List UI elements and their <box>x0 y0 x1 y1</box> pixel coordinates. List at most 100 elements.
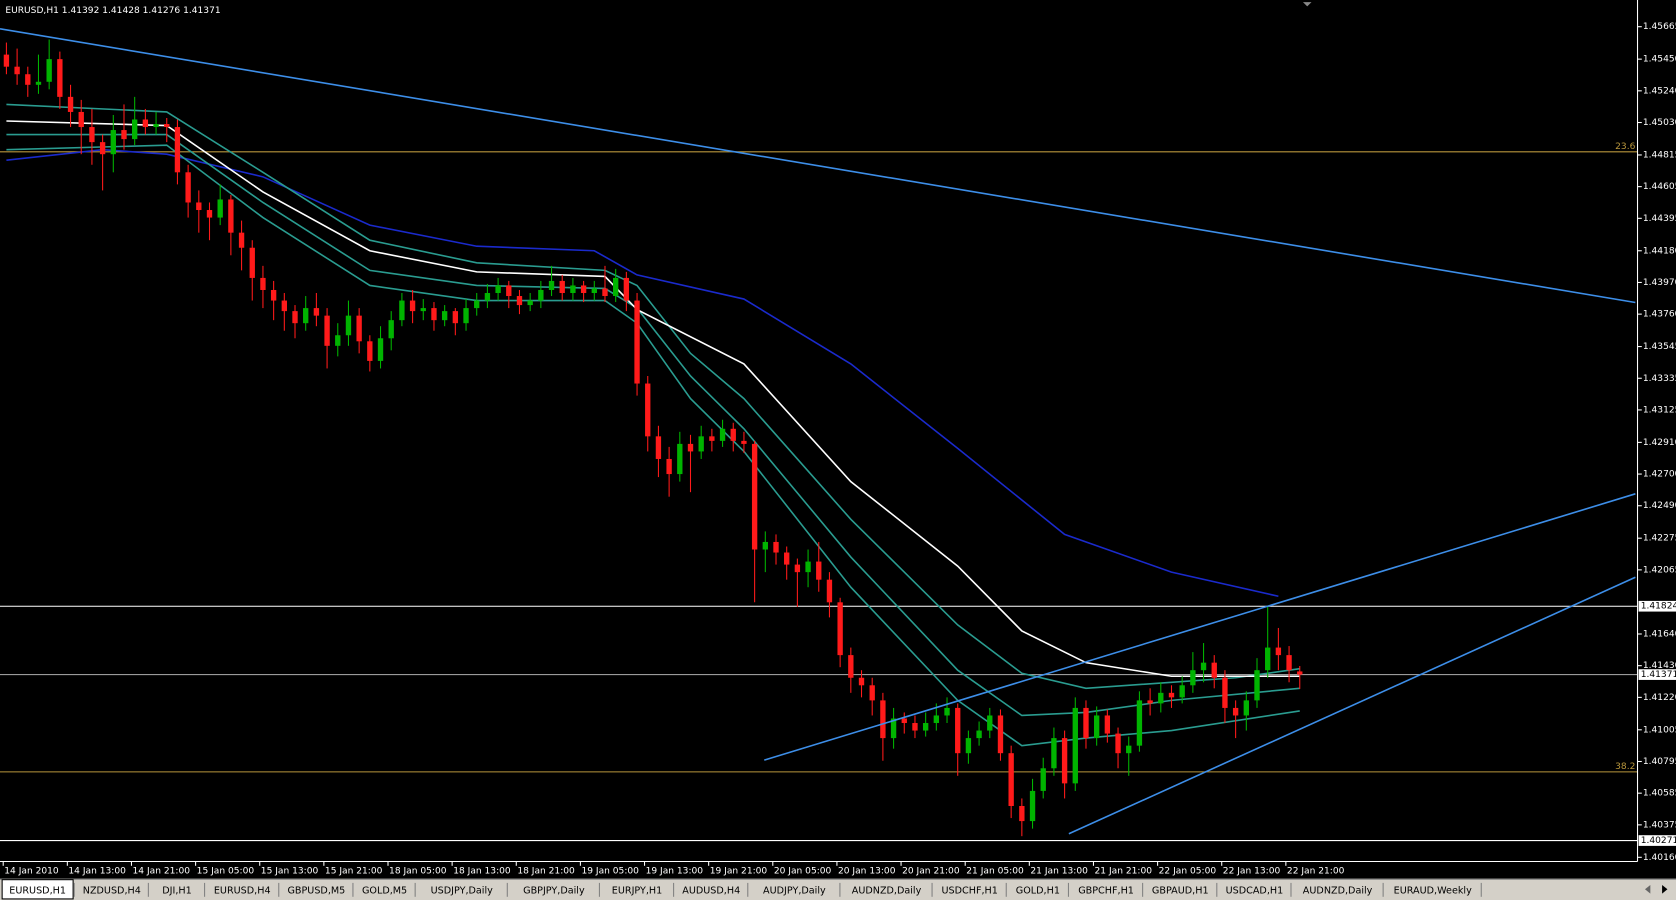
tab-bg[interactable] <box>1218 881 1290 898</box>
tab-label[interactable]: GBPJPY,Daily <box>523 885 585 896</box>
x-tick-label: 15 Jan 13:00 <box>261 867 319 877</box>
candle-body <box>1222 677 1228 708</box>
tab-label[interactable]: EURUSD,H1 <box>9 885 66 896</box>
tab-label[interactable]: AUDJPY,Daily <box>763 885 826 896</box>
tab-bg[interactable] <box>417 881 507 898</box>
tab-bg[interactable] <box>206 881 278 898</box>
candle-body <box>1254 670 1260 701</box>
tab[interactable]: GBPCHF,H1 <box>1070 881 1144 898</box>
tab-label[interactable]: EURUSD,H4 <box>214 885 271 896</box>
tab-bg[interactable] <box>1293 881 1383 898</box>
tab-bg[interactable] <box>280 881 352 898</box>
candle-body <box>1275 647 1282 656</box>
candle-body <box>848 655 854 678</box>
tab-label[interactable]: AUDNZD,Daily <box>852 885 922 896</box>
y-tick-label: 1.44815 <box>1643 150 1676 160</box>
tab[interactable]: USDJPY,Daily <box>417 881 508 898</box>
candle-body <box>1051 738 1057 769</box>
tab-scroll-left[interactable] <box>1645 885 1651 894</box>
tab[interactable]: GBPUSD,M5 <box>280 881 354 898</box>
candle-body <box>965 738 972 754</box>
tab-label[interactable]: EURJPY,H1 <box>612 885 662 896</box>
candle-body <box>944 707 950 716</box>
tab[interactable]: GOLD,H1 <box>1008 881 1069 898</box>
tab[interactable]: GBPAUD,H1 <box>1144 881 1218 898</box>
tab-bg[interactable] <box>934 881 1006 898</box>
candle-body <box>1083 707 1089 739</box>
candle-body <box>1093 715 1100 739</box>
tab-bg[interactable] <box>150 881 204 898</box>
tab[interactable]: AUDJPY,Daily <box>749 881 841 898</box>
tab[interactable]: EURJPY,H1 <box>601 881 675 898</box>
candle-body <box>538 289 544 301</box>
tab[interactable]: GOLD,M5 <box>355 881 416 898</box>
tab-bg[interactable] <box>601 881 673 898</box>
candle-body <box>249 247 255 278</box>
tab-bg[interactable] <box>842 881 931 898</box>
candle-body <box>1211 662 1217 678</box>
tab-label[interactable]: GOLD,M5 <box>362 885 407 896</box>
candle-body <box>506 285 512 297</box>
tab-bg[interactable] <box>1385 881 1481 898</box>
tab-bg[interactable] <box>1070 881 1142 898</box>
x-tick-label: 14 Jan 2010 <box>4 867 59 877</box>
candle-body <box>1158 692 1164 704</box>
candle-body <box>1286 655 1292 671</box>
tab-label[interactable]: DJI,H1 <box>162 885 191 896</box>
tab-label[interactable]: GBPUSD,M5 <box>287 885 345 896</box>
tab-bg[interactable] <box>1144 881 1216 898</box>
tab[interactable]: NZDUSD,H4 <box>76 881 149 898</box>
candle-body <box>794 564 801 573</box>
candle-body <box>345 315 352 336</box>
candle-body <box>922 723 929 731</box>
tab[interactable]: AUDUSD,H4 <box>675 881 749 898</box>
tab-label[interactable]: GBPCHF,H1 <box>1078 885 1134 896</box>
tab-bg[interactable] <box>1008 881 1068 898</box>
tab[interactable]: DJI,H1 <box>150 881 206 898</box>
tab-label[interactable]: USDCHF,H1 <box>941 885 997 896</box>
tab[interactable]: AUDNZD,Daily <box>1293 881 1384 898</box>
tab-bg[interactable] <box>76 881 148 898</box>
tab-label[interactable]: NZDUSD,H4 <box>83 885 141 896</box>
tab-bg[interactable] <box>675 881 747 898</box>
tab-label[interactable]: USDJPY,Daily <box>431 885 494 896</box>
candle-body <box>1179 685 1185 698</box>
tab-label[interactable]: USDCAD,H1 <box>1226 885 1284 896</box>
tab[interactable]: USDCHF,H1 <box>934 881 1007 898</box>
candle-body <box>666 458 672 475</box>
y-tick-label: 1.43970 <box>1643 278 1676 288</box>
price-tag-label: 1.40271 <box>1641 836 1676 846</box>
tab-label[interactable]: GBPAUD,H1 <box>1152 885 1209 896</box>
tab[interactable]: AUDNZD,Daily <box>842 881 933 898</box>
candle-body <box>495 285 501 294</box>
tab[interactable]: GBPJPY,Daily <box>509 881 600 898</box>
y-tick-label: 1.43335 <box>1643 374 1676 384</box>
tab[interactable]: USDCAD,H1 <box>1218 881 1292 898</box>
candle-body <box>580 285 587 294</box>
tab-bg[interactable] <box>509 881 599 898</box>
x-tick-label: 22 Jan 21:00 <box>1287 867 1345 877</box>
tab[interactable]: EURUSD,H1 <box>1 879 75 900</box>
tab-bg[interactable] <box>355 881 415 898</box>
candle-body <box>1061 738 1068 784</box>
tab-label[interactable]: GOLD,H1 <box>1016 885 1060 896</box>
tab-bg[interactable] <box>749 881 839 898</box>
y-tick-label: 1.45240 <box>1643 86 1676 96</box>
candle-body <box>67 96 74 112</box>
tab-scroll-right[interactable] <box>1662 885 1668 894</box>
tab-label[interactable]: AUDUSD,H4 <box>682 885 740 896</box>
candle-body <box>292 311 298 324</box>
tab[interactable]: EURUSD,H4 <box>206 881 280 898</box>
candle-body <box>78 111 84 128</box>
candle-body <box>527 300 533 306</box>
y-tick-label: 1.43545 <box>1643 342 1676 352</box>
tab-label[interactable]: AUDNZD,Daily <box>1303 885 1373 896</box>
tab-label[interactable]: EURAUD,Weekly <box>1394 885 1472 896</box>
candle-body <box>463 308 469 324</box>
tab-bg[interactable] <box>1 879 74 900</box>
tab[interactable]: EURAUD,Weekly <box>1385 881 1482 898</box>
candle-body <box>1243 700 1249 716</box>
price-tag-label: 1.41824 <box>1641 602 1676 612</box>
candle-body <box>1232 707 1239 716</box>
